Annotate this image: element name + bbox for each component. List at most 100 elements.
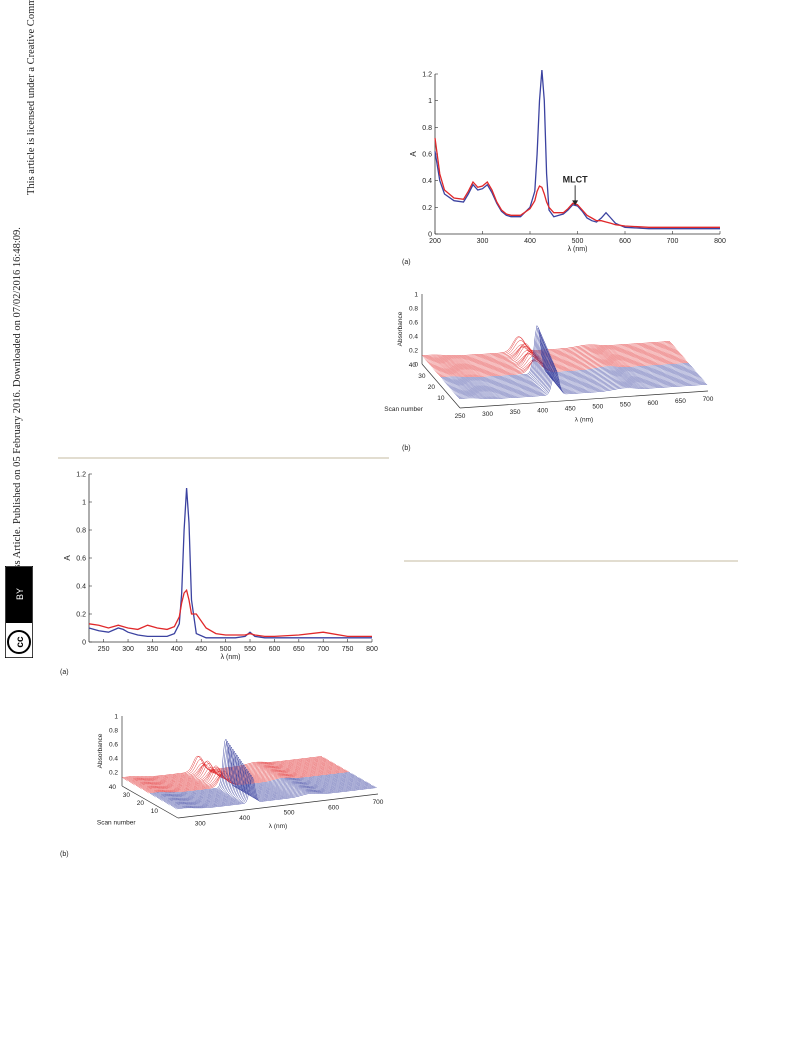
scan-trace-blue (166, 762, 367, 804)
scan-trace-blue (176, 776, 377, 810)
y-tick-label: 0.2 (422, 205, 432, 212)
x-tick-label: 750 (342, 646, 354, 653)
scan-trace-red (427, 343, 676, 363)
y-tick-label: 0.6 (76, 556, 86, 563)
x-tick-label: 300 (195, 820, 206, 827)
scan-trace-blue (161, 754, 362, 801)
scan-trace-red (137, 764, 338, 787)
x-tick-label: 700 (373, 799, 384, 806)
scan-tick-label: 40 (109, 784, 117, 791)
y-tick-label: 0.4 (109, 756, 118, 763)
scan-trace-red (430, 350, 679, 366)
scan-trace-red (134, 763, 335, 786)
y-tick-label: 1 (414, 292, 418, 299)
x-tick-label: 300 (122, 646, 134, 653)
license-line-2[interactable]: This article is licensed under a Creativ… (26, 0, 37, 195)
x-axis-label: λ (nm) (575, 417, 593, 424)
scan-trace-blue (455, 359, 704, 395)
x-tick-label: 600 (269, 646, 281, 653)
series-line-red (88, 588, 372, 638)
scan-trace-blue (441, 327, 690, 380)
scan-axis-line (121, 785, 179, 819)
y-axis-label: A (409, 151, 418, 157)
scan-tick-label: 30 (123, 792, 131, 799)
series-line-red (434, 137, 720, 228)
x-tick-label: 400 (171, 646, 183, 653)
separator-rule-right (404, 560, 738, 562)
scan-axis-line (421, 363, 461, 409)
x-tick-label: 350 (510, 409, 521, 416)
cc-by-badge[interactable]: cc BY (5, 566, 33, 658)
scan-trace-red (130, 760, 331, 783)
scan-trace-red (434, 350, 683, 371)
panel-label: (a) (402, 259, 411, 266)
x-tick-label: 500 (284, 810, 295, 817)
y-tick-label: 1 (82, 500, 86, 507)
scan-trace-blue (440, 324, 690, 379)
y-tick-label: 0 (82, 640, 86, 647)
scan-trace-blue (450, 348, 699, 390)
y-tick-label: 0.8 (409, 306, 418, 313)
figure-top-a-absorbance-spectrum: 0 0.2 0.4 0.6 0.8 1 1.2 200 300 400 500 600 700 800 λ … (402, 69, 726, 266)
scan-trace-blue (449, 345, 698, 388)
scan-trace-red (131, 760, 332, 784)
x-tick-label: 350 (147, 646, 159, 653)
scan-trace-red (128, 760, 330, 783)
scan-trace-blue (165, 760, 366, 803)
scan-trace-blue (458, 366, 707, 398)
scan-trace-blue (444, 334, 693, 383)
scan-trace-blue (175, 774, 376, 809)
figure-bottom-b-scan-waterfall: 0.2 0.4 0.6 0.8 1 Absorbance 300 400 500 600 700 λ … (60, 714, 384, 859)
scan-trace-blue (457, 364, 706, 397)
y-axis-label: Absorbance (397, 311, 404, 346)
y-tick-label: 0.6 (109, 742, 118, 749)
y-tick-label: 0.2 (409, 348, 418, 355)
x-axis-label: λ (nm) (269, 823, 287, 830)
y-axis-label: A (63, 555, 72, 561)
y-tick-label: 0.8 (109, 728, 118, 735)
x-tick-label: 600 (328, 804, 339, 811)
scan-trace-blue (151, 740, 352, 795)
scan-trace-red (135, 764, 337, 787)
x-tick-label: 800 (714, 238, 726, 245)
scan-trace-blue (156, 748, 358, 799)
x-tick-label: 250 (455, 413, 466, 420)
y-tick-label: 1.2 (76, 472, 86, 479)
x-tick-label: 600 (619, 238, 631, 245)
x-tick-label: 400 (524, 238, 536, 245)
x-tick-label: 650 (675, 398, 686, 405)
x-tick-label: 550 (244, 646, 256, 653)
x-tick-label: 500 (592, 404, 603, 411)
cc-logo-text: cc (15, 636, 26, 648)
scan-trace-blue (170, 768, 372, 807)
y-tick-label: 0 (428, 232, 432, 239)
scan-tick-label: 30 (418, 373, 426, 380)
scan-trace-blue (451, 350, 700, 391)
scan-trace-red (426, 346, 675, 362)
y-tick-label: 0.2 (109, 770, 118, 777)
x-axis-label: λ (nm) (568, 246, 588, 253)
x-tick-label: 200 (429, 238, 441, 245)
scan-trace-red (439, 357, 689, 377)
scan-trace-red (429, 345, 678, 365)
scan-trace-red (428, 343, 677, 364)
figure-top-b-scan-waterfall: 0 0.2 0.4 0.6 0.8 1 Absorbance 250 300 350 400 450 5… (384, 292, 714, 453)
scan-trace-red (437, 358, 686, 374)
scan-trace-blue (443, 331, 692, 382)
scan-trace-blue (448, 343, 697, 387)
y-tick-label: 1 (114, 714, 118, 721)
scan-trace-blue (452, 352, 701, 392)
scan-trace-blue (169, 766, 370, 806)
series-line-blue (434, 69, 720, 230)
y-tick-label: 0.6 (409, 320, 418, 327)
annotation-mlct-label: MLCT (563, 174, 588, 184)
x-tick-label: 250 (98, 646, 110, 653)
scan-trace-blue (173, 772, 374, 808)
x-tick-label: 300 (482, 411, 493, 418)
series-line-blue (88, 487, 372, 639)
y-tick-label: 0.4 (76, 584, 86, 591)
x-axis-line (177, 793, 379, 819)
scan-trace-red (438, 359, 687, 375)
scan-trace-blue (155, 746, 356, 798)
scan-trace-blue (458, 368, 708, 399)
